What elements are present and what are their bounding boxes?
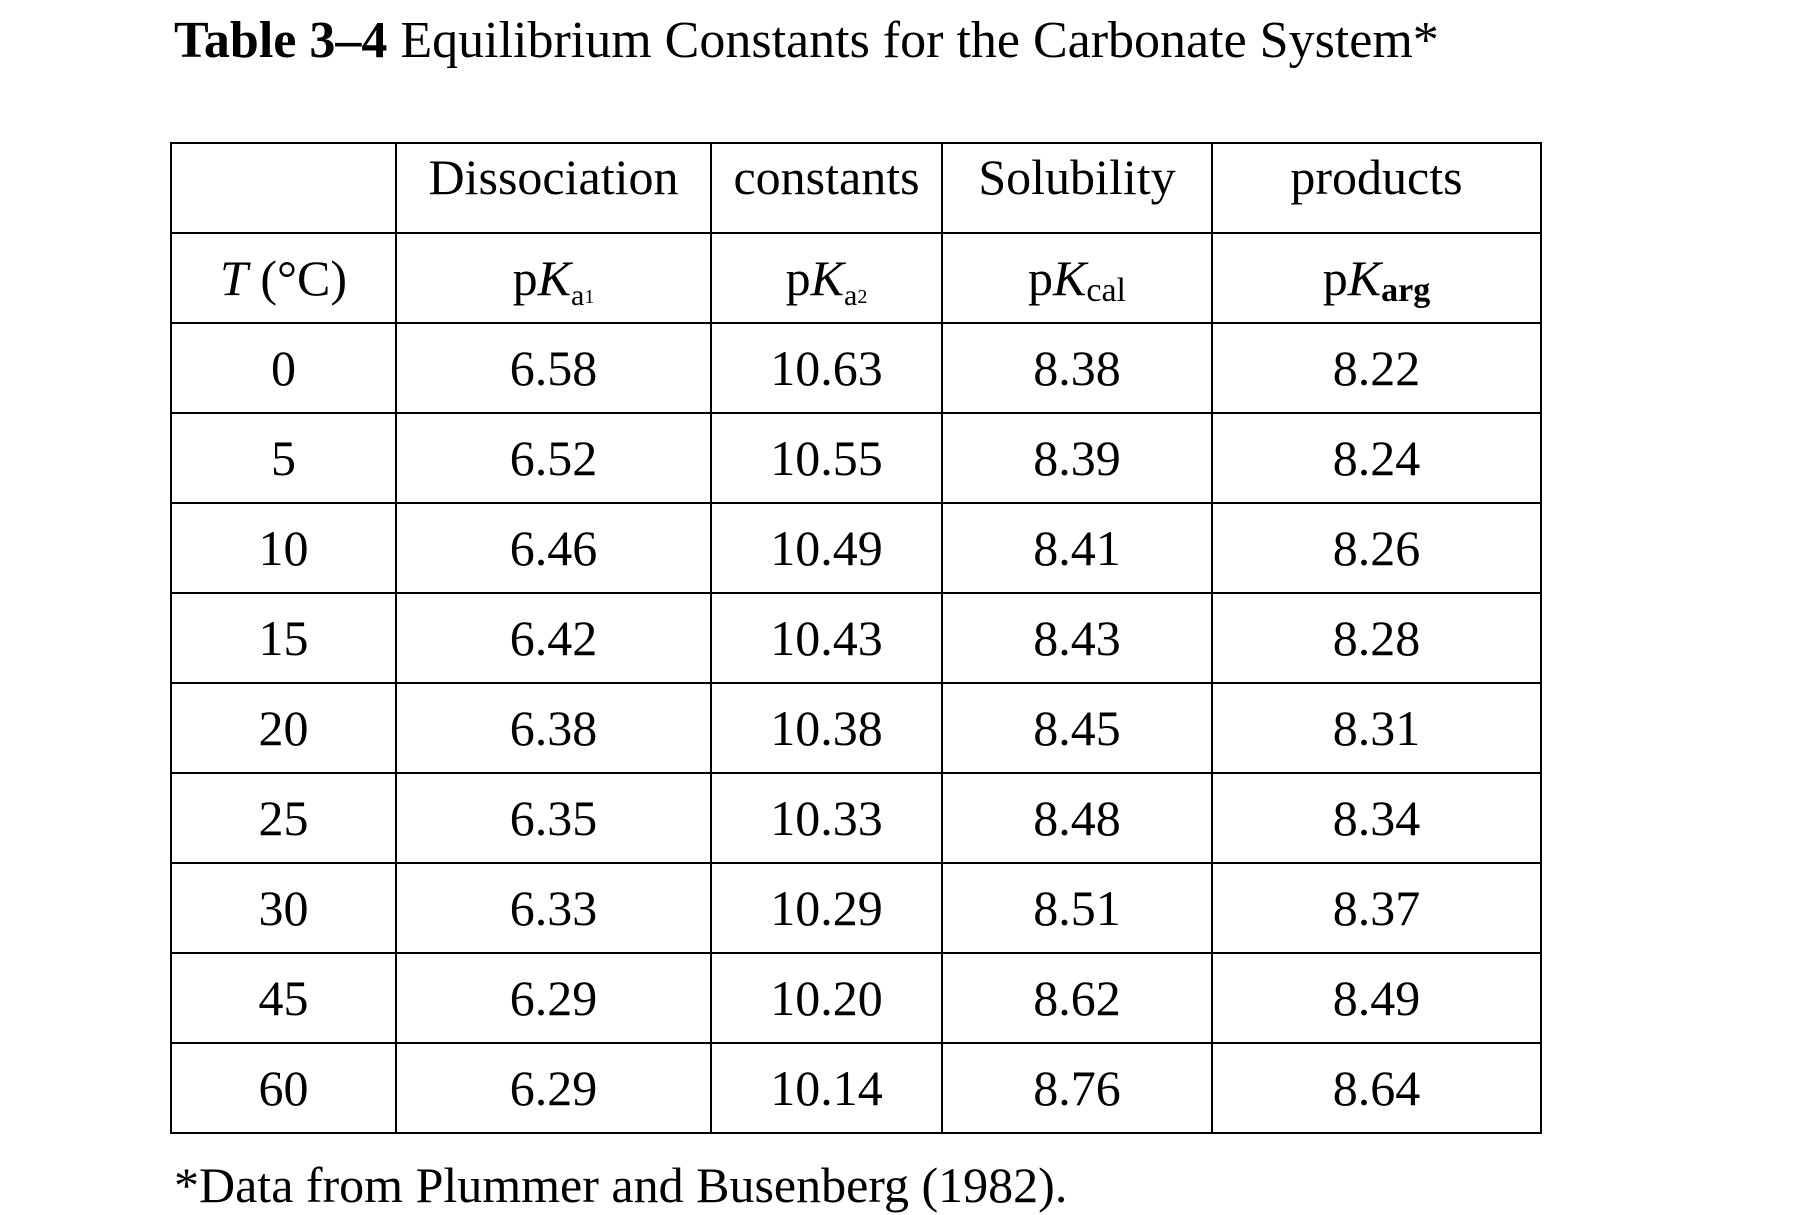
cell-temperature: 15 bbox=[170, 592, 397, 684]
header-pkarg: pKarg bbox=[1211, 232, 1542, 324]
header-pka1-prefix: p bbox=[512, 250, 538, 306]
cell-pka1: 6.42 bbox=[395, 592, 712, 684]
header-pkcal-prefix: p bbox=[1028, 250, 1053, 306]
header-pka2-prefix: p bbox=[785, 250, 811, 306]
cell-temperature: 5 bbox=[170, 412, 397, 504]
cell-pkarg: 8.24 bbox=[1211, 412, 1542, 504]
cell-pka2: 10.33 bbox=[710, 772, 943, 864]
header-pkarg-sub: arg bbox=[1381, 272, 1431, 309]
table-footnote: *Data from Plummer and Busenberg (1982). bbox=[174, 1157, 1068, 1213]
table-number: Table 3–4 bbox=[174, 12, 388, 69]
cell-pkarg: 8.22 bbox=[1211, 322, 1542, 414]
header-group-dissociation: Dissociation bbox=[395, 142, 712, 234]
header-pkarg-symbol: K bbox=[1347, 250, 1382, 306]
cell-pkcal: 8.38 bbox=[941, 322, 1213, 414]
cell-pka1: 6.33 bbox=[395, 862, 712, 954]
equilibrium-constants-table: Dissociation constants Solubility produc… bbox=[170, 142, 1542, 1134]
cell-pka1: 6.38 bbox=[395, 682, 712, 774]
cell-temperature: 10 bbox=[170, 502, 397, 594]
header-pka1: pKa1 bbox=[395, 232, 712, 324]
cell-pka1: 6.52 bbox=[395, 412, 712, 504]
table-caption: Equilibrium Constants for the Carbonate … bbox=[400, 12, 1439, 69]
header-pkcal-sub: cal bbox=[1086, 272, 1126, 309]
header-empty-cell bbox=[170, 142, 397, 234]
cell-pkarg: 8.31 bbox=[1211, 682, 1542, 774]
cell-temperature: 60 bbox=[170, 1042, 397, 1134]
table-row: 15 6.42 10.43 8.43 8.28 bbox=[170, 592, 1542, 684]
cell-pkcal: 8.62 bbox=[941, 952, 1213, 1044]
header-temperature-var: T bbox=[220, 250, 248, 306]
header-temperature: T (°C) bbox=[170, 232, 397, 324]
cell-pkarg: 8.64 bbox=[1211, 1042, 1542, 1134]
table-row: 5 6.52 10.55 8.39 8.24 bbox=[170, 412, 1542, 504]
cell-pka1: 6.58 bbox=[395, 322, 712, 414]
table-row: 20 6.38 10.38 8.45 8.31 bbox=[170, 682, 1542, 774]
header-pka2-symbol: K bbox=[810, 250, 845, 306]
cell-pka1: 6.35 bbox=[395, 772, 712, 864]
cell-temperature: 25 bbox=[170, 772, 397, 864]
cell-temperature: 45 bbox=[170, 952, 397, 1044]
cell-pka1: 6.29 bbox=[395, 952, 712, 1044]
header-group-products: products bbox=[1211, 142, 1542, 234]
header-pkarg-prefix: p bbox=[1322, 250, 1348, 306]
header-pka2-subsub: 2 bbox=[857, 286, 868, 308]
cell-temperature: 30 bbox=[170, 862, 397, 954]
header-pka1-symbol: K bbox=[537, 250, 572, 306]
header-pkcal: pKcal bbox=[941, 232, 1213, 324]
header-temperature-unit: (°C) bbox=[260, 250, 347, 306]
cell-pkarg: 8.28 bbox=[1211, 592, 1542, 684]
cell-pka2: 10.55 bbox=[710, 412, 943, 504]
cell-pkarg: 8.37 bbox=[1211, 862, 1542, 954]
table-row: 30 6.33 10.29 8.51 8.37 bbox=[170, 862, 1542, 954]
table-row: 0 6.58 10.63 8.38 8.22 bbox=[170, 322, 1542, 414]
cell-pka1: 6.46 bbox=[395, 502, 712, 594]
cell-pkarg: 8.26 bbox=[1211, 502, 1542, 594]
header-group-solubility: Solubility bbox=[941, 142, 1213, 234]
table-row: 60 6.29 10.14 8.76 8.64 bbox=[170, 1042, 1542, 1134]
cell-pkcal: 8.43 bbox=[941, 592, 1213, 684]
cell-pkcal: 8.45 bbox=[941, 682, 1213, 774]
cell-pka2: 10.43 bbox=[710, 592, 943, 684]
header-pka2-sub: a bbox=[844, 279, 858, 312]
header-pka1-sub: a bbox=[571, 279, 585, 312]
header-group-row: Dissociation constants Solubility produc… bbox=[170, 142, 1542, 234]
table-title: Table 3–4 Equilibrium Constants for the … bbox=[174, 10, 1439, 72]
header-pkcal-symbol: K bbox=[1053, 250, 1087, 306]
cell-pka2: 10.14 bbox=[710, 1042, 943, 1134]
cell-pkcal: 8.76 bbox=[941, 1042, 1213, 1134]
cell-pkarg: 8.34 bbox=[1211, 772, 1542, 864]
table-row: 45 6.29 10.20 8.62 8.49 bbox=[170, 952, 1542, 1044]
cell-pkarg: 8.49 bbox=[1211, 952, 1542, 1044]
column-header-row: T (°C) pKa1 pKa2 pKcal pKarg bbox=[170, 232, 1542, 324]
table-row: 10 6.46 10.49 8.41 8.26 bbox=[170, 502, 1542, 594]
table-row: 25 6.35 10.33 8.48 8.34 bbox=[170, 772, 1542, 864]
header-group-constants: constants bbox=[710, 142, 943, 234]
cell-pka2: 10.38 bbox=[710, 682, 943, 774]
cell-pka1: 6.29 bbox=[395, 1042, 712, 1134]
cell-temperature: 20 bbox=[170, 682, 397, 774]
cell-pka2: 10.20 bbox=[710, 952, 943, 1044]
header-pka2: pKa2 bbox=[710, 232, 943, 324]
cell-pka2: 10.49 bbox=[710, 502, 943, 594]
cell-pkcal: 8.48 bbox=[941, 772, 1213, 864]
cell-pka2: 10.63 bbox=[710, 322, 943, 414]
cell-pkcal: 8.51 bbox=[941, 862, 1213, 954]
cell-pkcal: 8.39 bbox=[941, 412, 1213, 504]
cell-pkcal: 8.41 bbox=[941, 502, 1213, 594]
header-pka1-subsub: 1 bbox=[584, 286, 595, 308]
cell-temperature: 0 bbox=[170, 322, 397, 414]
cell-pka2: 10.29 bbox=[710, 862, 943, 954]
